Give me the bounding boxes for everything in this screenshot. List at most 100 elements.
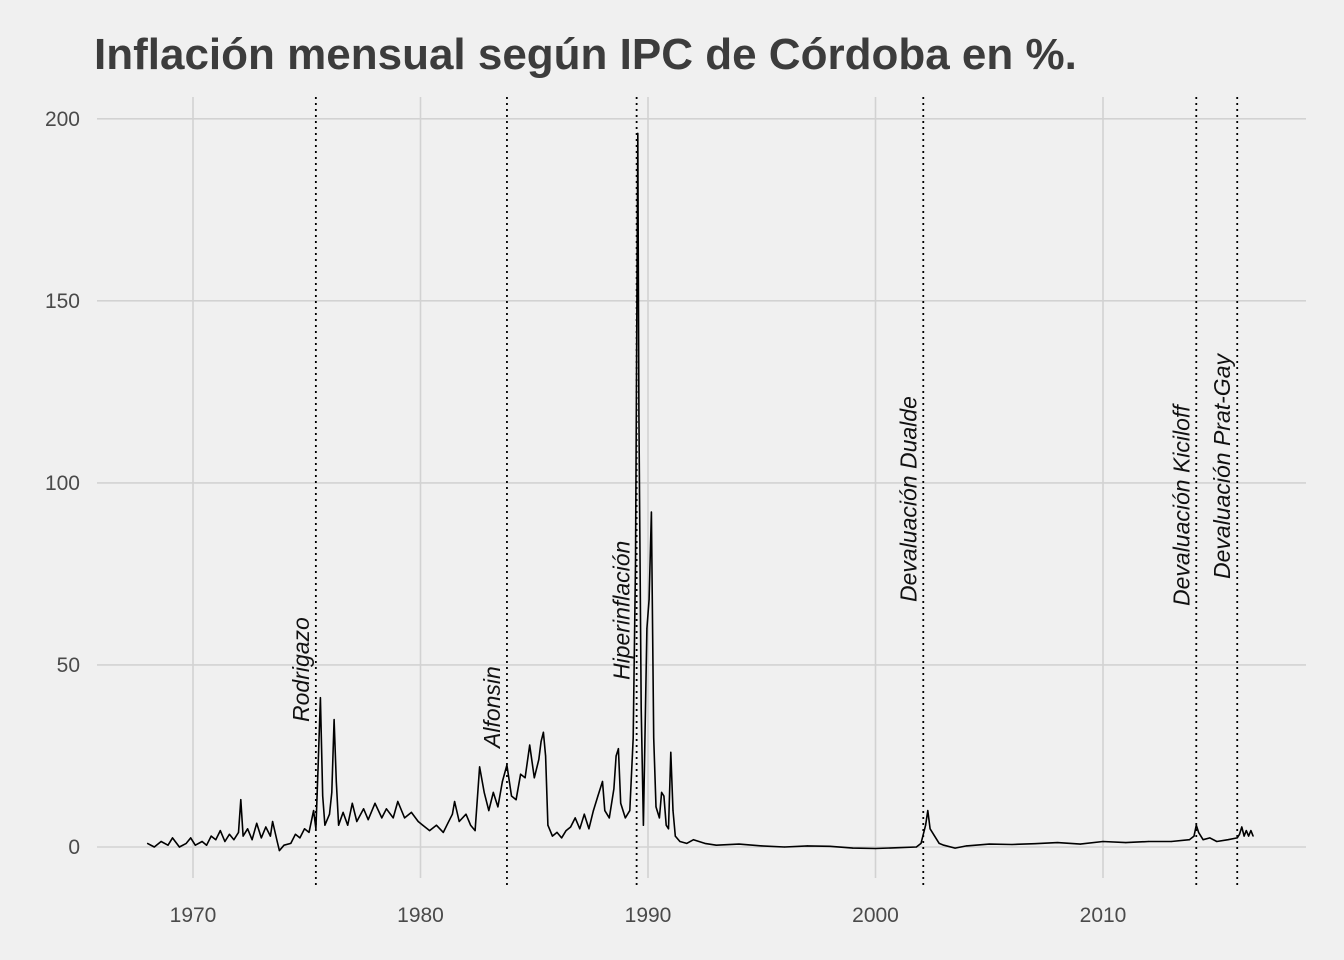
data-point: [492, 791, 494, 794]
data-point: [542, 731, 545, 733]
chart-title: Inflación mensual según IPC de Córdoba e…: [94, 30, 1077, 79]
y-tick-label: 50: [57, 654, 80, 677]
data-point: [988, 843, 990, 845]
data-point: [194, 844, 196, 846]
data-point: [171, 837, 174, 839]
data-point: [435, 824, 437, 826]
data-point: [533, 777, 535, 779]
data-point: [1125, 842, 1127, 844]
data-point: [583, 813, 585, 815]
data-point: [661, 791, 663, 794]
data-point: [1248, 835, 1250, 837]
data-point: [347, 824, 349, 826]
data-point: [313, 810, 315, 812]
data-point: [290, 842, 292, 845]
x-tick-label: 2000: [852, 904, 899, 927]
data-point: [363, 808, 365, 810]
data-point: [283, 844, 285, 846]
data-point: [447, 822, 449, 824]
data-point: [458, 820, 460, 823]
data-point: [397, 800, 399, 803]
data-point: [1245, 830, 1247, 832]
data-point: [524, 777, 526, 779]
data-point: [219, 830, 221, 832]
data-point: [715, 844, 717, 846]
x-tick-label: 2010: [1080, 904, 1127, 927]
vertical-gridlines: [192, 97, 1104, 878]
horizontal-gridlines: [97, 118, 1306, 848]
data-point: [604, 810, 606, 812]
data-point: [210, 835, 212, 837]
data-point: [829, 845, 831, 847]
data-point: [646, 627, 648, 630]
data-point: [934, 835, 936, 837]
data-point: [1198, 831, 1200, 834]
data-point: [342, 811, 344, 814]
y-axis-tick-labels: 0 50 100 150 200: [45, 108, 80, 859]
data-point: [1243, 835, 1245, 837]
data-point: [242, 835, 244, 837]
data-point: [1209, 837, 1211, 839]
data-point: [920, 842, 922, 845]
data-point: [356, 820, 358, 823]
data-point: [470, 824, 472, 826]
data-point: [520, 773, 522, 775]
data-point: [925, 824, 927, 826]
event-label: Devaluación Kiciloff: [1168, 403, 1194, 606]
data-point: [929, 828, 931, 830]
data-point: [551, 835, 554, 837]
data-point: [510, 795, 513, 797]
data-point: [608, 817, 610, 819]
event-label: Devaluación Prat-Gay: [1209, 353, 1235, 579]
data-point: [650, 511, 653, 513]
x-tick-label: 1980: [397, 904, 444, 927]
data-point: [658, 817, 661, 819]
data-point: [1170, 840, 1172, 843]
data-point: [1227, 839, 1229, 841]
data-point: [638, 413, 640, 415]
data-point: [954, 847, 956, 849]
series-layer: [146, 132, 1254, 852]
data-point: [247, 828, 249, 830]
data-point: [938, 842, 940, 845]
data-point: [655, 806, 657, 808]
data-point: [317, 766, 319, 768]
data-point: [667, 828, 670, 830]
y-tick-label: 0: [68, 836, 80, 859]
data-point: [624, 817, 626, 819]
series-line: [147, 132, 1254, 852]
x-axis-tick-labels: 1970 1980 1990 2000 2010: [170, 904, 1127, 927]
data-point: [1250, 830, 1252, 832]
data-point: [269, 835, 271, 837]
data-point: [276, 840, 278, 843]
data-point: [206, 844, 208, 846]
data-point: [381, 817, 383, 819]
data-point: [545, 755, 547, 757]
data-point: [574, 817, 576, 819]
data-point: [601, 780, 604, 783]
data-point: [215, 839, 217, 841]
event-label: Alfonsin: [479, 666, 505, 750]
data-point: [565, 830, 567, 832]
data-point: [634, 562, 637, 564]
data-point: [385, 808, 387, 810]
data-point: [422, 824, 424, 826]
data-point: [506, 764, 508, 766]
data-point: [240, 799, 242, 801]
y-tick-label: 100: [45, 472, 80, 495]
data-point: [761, 845, 763, 847]
data-point: [451, 813, 453, 815]
data-point: [190, 837, 192, 839]
data-point: [597, 795, 599, 797]
data-point: [1034, 843, 1036, 845]
data-point: [540, 740, 542, 743]
data-point: [556, 831, 558, 834]
data-point: [897, 847, 899, 849]
data-point: [1216, 840, 1218, 843]
data-point: [333, 719, 335, 721]
data-point: [852, 847, 854, 849]
x-tick-label: 1990: [625, 904, 672, 927]
data-point: [442, 831, 444, 834]
data-point: [617, 748, 620, 750]
